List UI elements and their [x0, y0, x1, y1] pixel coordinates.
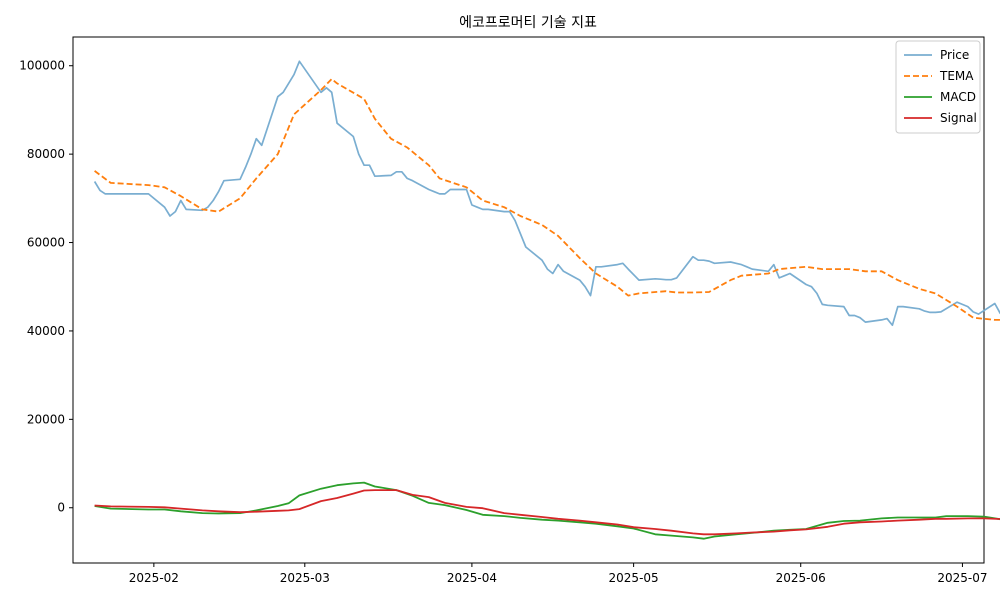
- x-tick-label: 2025-07: [937, 571, 987, 585]
- legend: Price TEMA MACD Signal: [895, 40, 981, 134]
- series-line-macd: [94, 481, 1000, 540]
- legend-label-price: Price: [940, 48, 969, 62]
- legend-box: [895, 40, 981, 134]
- x-tick-label: 2025-04: [447, 571, 497, 585]
- series-line-signal: [94, 489, 1000, 536]
- x-tick-label: 2025-02: [129, 571, 179, 585]
- chart-title: 에코프로머티 기술 지표: [459, 15, 597, 31]
- x-tick-label: 2025-06: [776, 571, 826, 585]
- y-tick-label: 60000: [27, 236, 65, 250]
- y-axis: 0 20000 40000 60000 80000 100000: [19, 59, 73, 515]
- legend-label-macd: MACD: [940, 90, 976, 104]
- legend-label-signal: Signal: [940, 111, 977, 125]
- x-tick-label: 2025-05: [609, 571, 659, 585]
- y-tick-label: 40000: [27, 324, 65, 338]
- y-tick-label: 80000: [27, 147, 65, 161]
- x-axis: 2025-02 2025-03 2025-04 2025-05 2025-06 2025-…: [129, 563, 988, 585]
- series-line-tema: [94, 78, 1000, 321]
- plot-area-frame: [72, 36, 985, 564]
- y-tick-label: 100000: [19, 59, 65, 73]
- x-tick-label: 2025-03: [280, 571, 330, 585]
- series-line-price: [93, 60, 1000, 327]
- y-tick-label: 0: [57, 501, 65, 515]
- series-layer: [93, 60, 1000, 540]
- y-tick-label: 20000: [27, 412, 65, 426]
- legend-label-tema: TEMA: [939, 69, 974, 83]
